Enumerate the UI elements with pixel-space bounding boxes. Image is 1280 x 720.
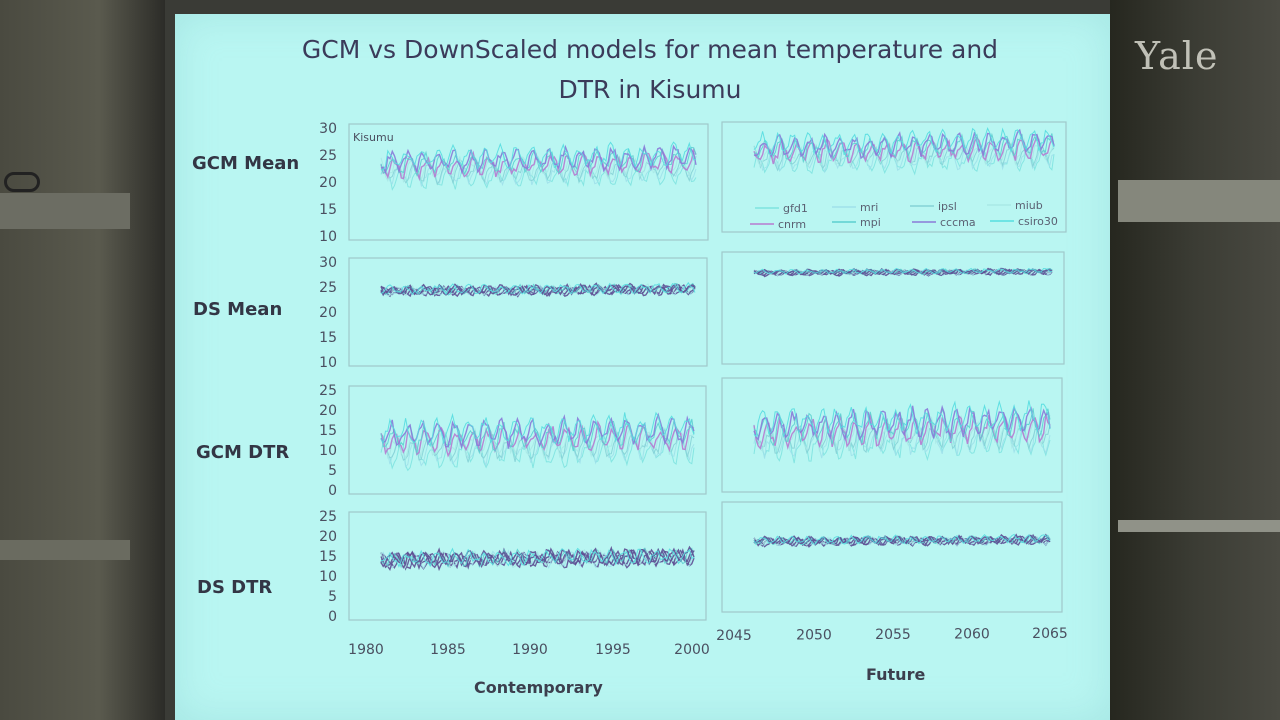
series-line xyxy=(753,533,1051,545)
wall-left xyxy=(0,0,165,720)
series-line xyxy=(380,141,697,171)
series-line xyxy=(753,127,1055,156)
y-tick-label: 10 xyxy=(319,355,337,371)
y-tick-label: 25 xyxy=(319,148,337,164)
whiteboard-ledge xyxy=(1118,180,1280,222)
slide-title-line2: DTR in Kisumu xyxy=(558,75,742,104)
series-line xyxy=(380,545,695,569)
y-tick-label: 15 xyxy=(319,549,337,565)
legend-label: cnrm xyxy=(778,218,806,231)
whiteboard-tray xyxy=(1118,520,1280,532)
y-tick-label: 25 xyxy=(319,509,337,525)
series-line xyxy=(753,533,1051,547)
y-tick-label: 25 xyxy=(319,383,337,399)
y-tick-label: 0 xyxy=(328,483,337,499)
legend-label: mpi xyxy=(860,216,881,229)
x-tick-label: 2060 xyxy=(954,627,990,643)
x-tick-label: 2000 xyxy=(674,642,710,658)
series-line xyxy=(753,422,1051,459)
y-tick-label: 15 xyxy=(319,202,337,218)
yale-watermark: Yale xyxy=(1135,34,1219,78)
x-tick-label: 1980 xyxy=(348,642,384,658)
series-line xyxy=(380,548,695,569)
legend-label: csiro30 xyxy=(1018,215,1058,228)
y-tick-label: 5 xyxy=(328,589,337,605)
series-line xyxy=(753,534,1051,546)
y-tick-label: 20 xyxy=(319,305,337,321)
series-line xyxy=(753,535,1051,547)
projection-screen xyxy=(175,14,1110,720)
row-label-ds-dtr: DS DTR xyxy=(197,577,273,598)
series-line xyxy=(380,281,696,296)
series-line xyxy=(380,418,695,455)
x-tick-label: 2045 xyxy=(716,628,752,644)
wall-right xyxy=(1110,0,1280,720)
legend-label: miub xyxy=(1015,199,1043,212)
x-tick-label: 2055 xyxy=(875,627,911,643)
panel-frame xyxy=(721,251,1065,365)
y-tick-label: 10 xyxy=(319,443,337,459)
legend-label: mri xyxy=(860,201,878,214)
series-line xyxy=(380,411,695,447)
row-label-gcm-mean: GCM Mean xyxy=(192,153,300,174)
panel-frame xyxy=(348,511,707,621)
y-tick-label: 15 xyxy=(319,330,337,346)
y-tick-label: 10 xyxy=(319,229,337,245)
series-line xyxy=(381,547,695,568)
x-tick-label: 2050 xyxy=(796,628,832,644)
series-line xyxy=(753,146,1055,176)
y-tick-label: 10 xyxy=(319,569,337,585)
y-tick-label: 20 xyxy=(319,529,337,545)
series-line xyxy=(380,152,697,183)
row-label-ds-mean: DS Mean xyxy=(193,299,283,320)
y-tick-label: 30 xyxy=(319,255,337,271)
series-line xyxy=(753,408,1051,447)
x-axis-label-contemporary: Contemporary xyxy=(474,678,603,697)
y-tick-label: 5 xyxy=(328,463,337,479)
panel-frame xyxy=(348,257,708,367)
legend-label: cccma xyxy=(940,216,976,229)
x-tick-label: 1985 xyxy=(430,642,466,658)
row-label-gcm-dtr: GCM DTR xyxy=(196,442,290,463)
panel-frame xyxy=(721,501,1063,613)
wall-shelf xyxy=(0,193,130,229)
y-tick-label: 20 xyxy=(319,403,337,419)
x-tick-label: 1990 xyxy=(512,642,548,658)
legend-label: gfd1 xyxy=(783,202,808,215)
slide-title: GCM vs DownScaled models for mean temper… xyxy=(230,30,1070,110)
panel-frame xyxy=(348,123,709,241)
panel-frame xyxy=(721,121,1067,233)
wall-shelf-lower xyxy=(0,540,130,560)
panel-annotation: Kisumu xyxy=(353,131,394,144)
x-axis-label-future: Future xyxy=(866,665,926,684)
x-tick-label: 2065 xyxy=(1032,626,1068,642)
series-line xyxy=(753,128,1055,160)
legend-label: ipsl xyxy=(938,200,957,213)
series-line xyxy=(753,267,1053,275)
y-tick-label: 20 xyxy=(319,175,337,191)
wall-hook xyxy=(4,172,40,192)
y-tick-label: 25 xyxy=(319,280,337,296)
y-tick-label: 30 xyxy=(319,121,337,137)
panel-frame xyxy=(721,377,1063,493)
x-tick-label: 1995 xyxy=(595,642,631,658)
series-line xyxy=(753,134,1055,165)
y-tick-label: 0 xyxy=(328,609,337,625)
panel-frame xyxy=(348,385,707,495)
series-line xyxy=(753,399,1051,439)
slide-title-line1: GCM vs DownScaled models for mean temper… xyxy=(301,35,999,64)
y-tick-label: 15 xyxy=(319,423,337,439)
